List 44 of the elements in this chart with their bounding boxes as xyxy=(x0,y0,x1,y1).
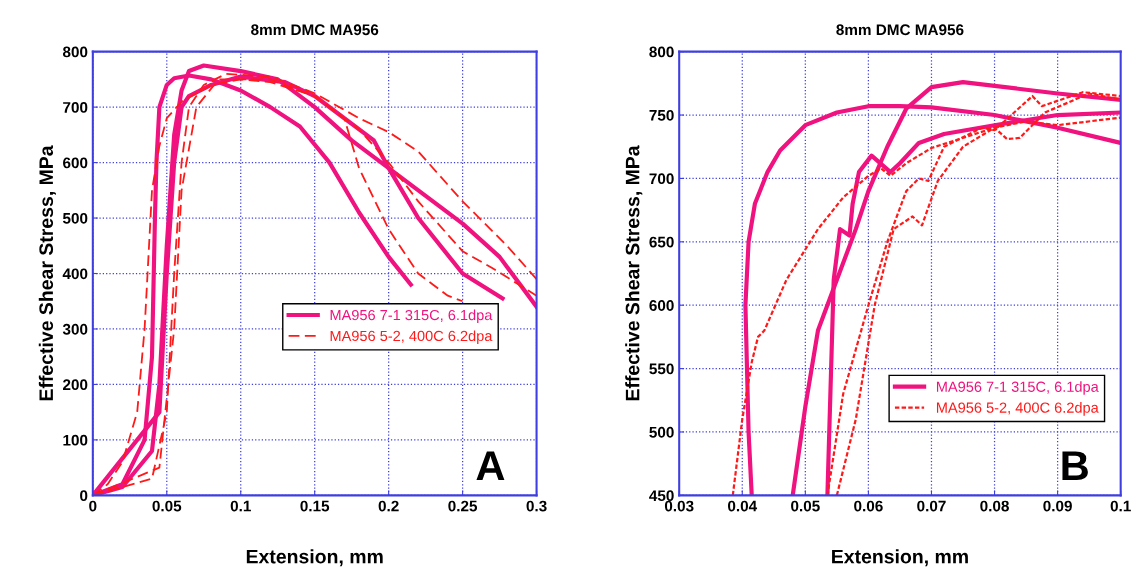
x-axis-title: Extension, mm xyxy=(246,549,383,567)
x-tick-label: 0.04 xyxy=(728,500,758,512)
y-tick-label: 0 xyxy=(80,490,88,502)
x-tick-label: 0.08 xyxy=(980,500,1009,512)
y-tick-label: 300 xyxy=(62,323,88,335)
legend-label: MA956 5-2, 400C 6.2dpa xyxy=(330,330,493,344)
y-tick-label: 500 xyxy=(649,426,674,438)
chart-title: 8mm DMC MA956 xyxy=(251,24,379,36)
y-tick-label: 550 xyxy=(649,363,674,375)
x-axis-title: Extension, mm xyxy=(832,549,968,567)
legend-label: MA956 5-2, 400C 6.2dpa xyxy=(936,402,1099,416)
y-tick-label: 400 xyxy=(62,268,88,280)
x-tick-label: 0.1 xyxy=(1110,500,1131,512)
chart-title: 8mm DMC MA956 xyxy=(836,24,964,36)
x-tick-label: 0.03 xyxy=(664,500,694,512)
y-tick-label: 700 xyxy=(649,173,674,185)
y-tick-label: 650 xyxy=(649,236,674,248)
y-axis-title: Effective Shear Stress, MPa xyxy=(625,145,643,401)
legend-label: MA956 7-1 315C, 6.1dpa xyxy=(330,309,493,324)
y-tick-label: 450 xyxy=(649,490,674,502)
x-tick-label: 0.05 xyxy=(791,500,820,512)
annotation: B xyxy=(1062,451,1088,481)
y-tick-label: 700 xyxy=(63,101,88,113)
x-tick-label: 0.09 xyxy=(1043,500,1072,512)
y-tick-label: 500 xyxy=(62,212,88,224)
x-tick-label: 0.15 xyxy=(300,500,330,512)
x-tick-label: 0.06 xyxy=(854,500,883,512)
y-tick-label: 100 xyxy=(63,434,88,446)
x-tick-label: 0 xyxy=(89,500,97,512)
y-axis-title: Effective Shear Stress, MPa xyxy=(38,145,56,401)
y-tick-label: 600 xyxy=(649,300,674,311)
y-tick-label: 750 xyxy=(649,109,674,121)
x-tick-label: 0.07 xyxy=(917,500,946,512)
x-tick-label: 0.3 xyxy=(526,500,547,512)
annotation: A xyxy=(476,451,505,481)
y-tick-label: 800 xyxy=(649,46,674,58)
y-tick-label: 200 xyxy=(63,379,88,391)
x-tick-label: 0.1 xyxy=(230,500,251,512)
y-tick-label: 600 xyxy=(63,157,88,169)
x-tick-label: 0.2 xyxy=(378,500,399,512)
x-tick-label: 0.25 xyxy=(448,500,478,512)
x-tick-label: 0.05 xyxy=(152,500,182,512)
y-tick-label: 800 xyxy=(62,46,88,58)
legend-label: MA956 7-1 315C, 6.1dpa xyxy=(936,381,1099,395)
